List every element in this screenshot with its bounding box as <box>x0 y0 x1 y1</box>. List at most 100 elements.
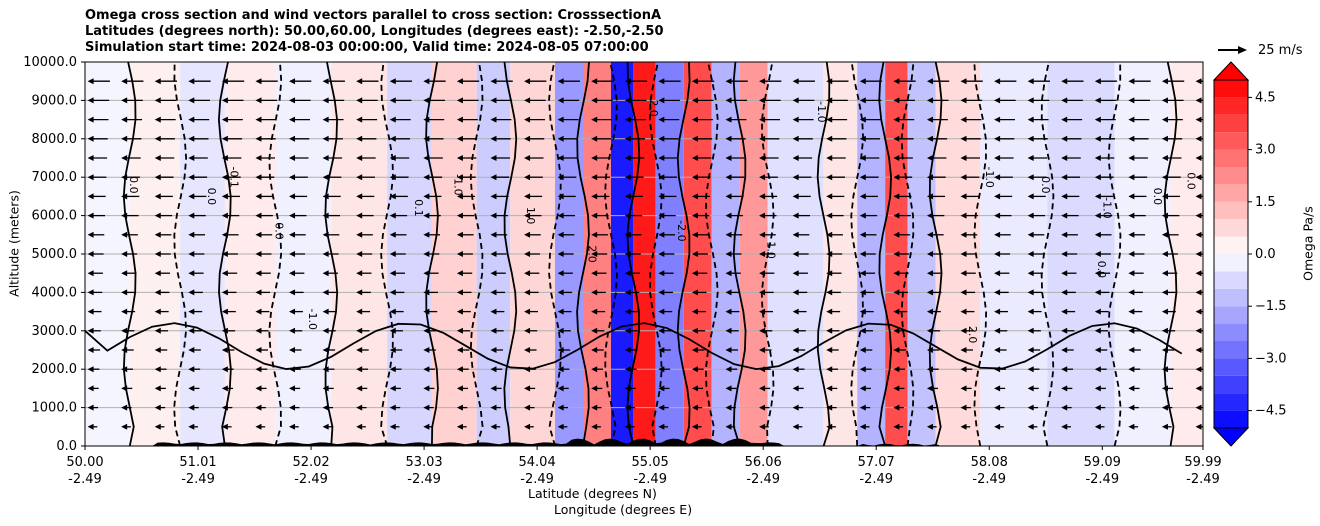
wind-vector-head <box>389 270 396 277</box>
wind-vector-head <box>524 135 531 142</box>
wind-vector-head <box>1195 231 1202 238</box>
wind-vector-head <box>1161 366 1168 373</box>
wind-vector-head <box>624 385 631 392</box>
wind-vector-head <box>725 308 732 315</box>
wind-vector-head <box>255 289 262 296</box>
wind-vector-head <box>87 231 94 238</box>
colorbar-segment <box>1214 341 1248 359</box>
wind-vector-head <box>926 212 933 219</box>
wind-vector-head <box>893 135 900 142</box>
wind-vector-head <box>994 270 1001 277</box>
wind-vector-head <box>423 116 430 123</box>
wind-vector-head <box>524 385 531 392</box>
wind-vector-head <box>994 327 1001 334</box>
wind-vector-head <box>121 231 128 238</box>
wind-vector-head <box>121 308 128 315</box>
wind-vector-head <box>389 308 396 315</box>
wind-vector-head <box>1061 231 1068 238</box>
wind-vector-head <box>389 289 396 296</box>
wind-vector-head <box>255 231 262 238</box>
wind-vector-head <box>490 97 497 104</box>
wind-vector-head <box>557 155 564 161</box>
wind-vector-head <box>154 270 161 277</box>
wind-vector-head <box>557 327 564 334</box>
wind-vector-head <box>557 308 564 315</box>
y-tick-label: 7000.0 <box>32 170 78 185</box>
colorbar-segment <box>1214 80 1248 98</box>
contour-label: -1.0 <box>451 174 464 195</box>
wind-vector-head <box>121 97 128 104</box>
wind-vector-head <box>121 212 128 219</box>
colorbar-tick-label: −1.5 <box>1255 299 1287 314</box>
wind-vector-head <box>792 347 799 353</box>
wind-vector-head <box>322 251 329 257</box>
wind-vector-head <box>289 174 296 181</box>
wind-vector-head <box>121 270 128 277</box>
wind-vector-head <box>926 308 933 315</box>
wind-vector-head <box>624 155 631 161</box>
wind-vector-head <box>524 347 531 353</box>
wind-vector-head <box>557 385 564 392</box>
colorbar-tick-label: 0.0 <box>1255 247 1276 262</box>
wind-vector-head <box>1027 423 1034 430</box>
wind-vector-head <box>322 366 329 373</box>
wind-vector-head <box>826 193 833 200</box>
wind-vector-head <box>456 174 463 181</box>
wind-vector-head <box>456 347 463 353</box>
wind-vector-head <box>1161 193 1168 200</box>
wind-vector-head <box>87 251 94 257</box>
wind-vector-head <box>255 366 262 373</box>
contour-label: 0.0 <box>1151 188 1164 206</box>
title-line-1: Omega cross section and wind vectors par… <box>85 8 662 23</box>
wind-vector-head <box>255 308 262 315</box>
contour-line <box>576 62 590 446</box>
wind-vector-head <box>1195 270 1202 277</box>
wind-vector-head <box>1027 251 1034 257</box>
wind-vector-head <box>926 385 933 392</box>
x-tick-label-lat: 50.00 <box>66 455 103 470</box>
title-line-3: Simulation start time: 2024-08-03 00:00:… <box>85 40 649 55</box>
wind-vector-head <box>859 385 866 392</box>
wind-vector-head <box>1027 97 1034 104</box>
wind-vector-head <box>1161 155 1168 161</box>
wind-vector-head <box>524 116 531 123</box>
wind-vector-head <box>591 423 598 430</box>
wind-vector-head <box>658 289 665 296</box>
wind-vector-head <box>154 174 161 181</box>
wind-vector-head <box>658 78 665 85</box>
wind-vector-head <box>389 155 396 161</box>
wind-vector-head <box>691 135 698 142</box>
wind-vector-head <box>289 366 296 373</box>
wind-vector-head <box>188 327 195 334</box>
wind-vector-head <box>591 135 598 142</box>
wind-vector-head <box>322 78 329 85</box>
wind-vector-head <box>591 270 598 277</box>
wind-vector-head <box>591 231 598 238</box>
wind-vector-head <box>490 270 497 277</box>
x-tick-label-lon: -2.49 <box>181 472 215 487</box>
wind-vector-head <box>255 404 262 411</box>
wind-vector-head <box>1027 174 1034 181</box>
wind-vector-head <box>389 174 396 181</box>
wind-vector-head <box>792 193 799 200</box>
wind-vector-head <box>557 116 564 123</box>
wind-vector-head <box>759 347 766 353</box>
wind-vector-head <box>1094 231 1101 238</box>
wind-vector-head <box>423 155 430 161</box>
wind-vector-head <box>1195 78 1202 85</box>
contour-label: -2.0 <box>675 220 688 241</box>
wind-vector-head <box>926 289 933 296</box>
wind-vector-head <box>1061 251 1068 257</box>
contour-label: 1.0 <box>524 207 537 225</box>
wind-vector-head <box>1161 78 1168 85</box>
wind-vector-head <box>356 289 363 296</box>
wind-vector-head <box>221 251 228 257</box>
wind-vector-head <box>87 270 94 277</box>
y-tick-label: 4000.0 <box>32 285 78 300</box>
y-tick-label: 2000.0 <box>32 362 78 377</box>
wind-vector-head <box>221 212 228 219</box>
wind-vector-head <box>322 423 329 430</box>
wind-vector-head <box>1027 193 1034 200</box>
wind-vector-head <box>188 135 195 142</box>
wind-vector-head <box>255 116 262 123</box>
